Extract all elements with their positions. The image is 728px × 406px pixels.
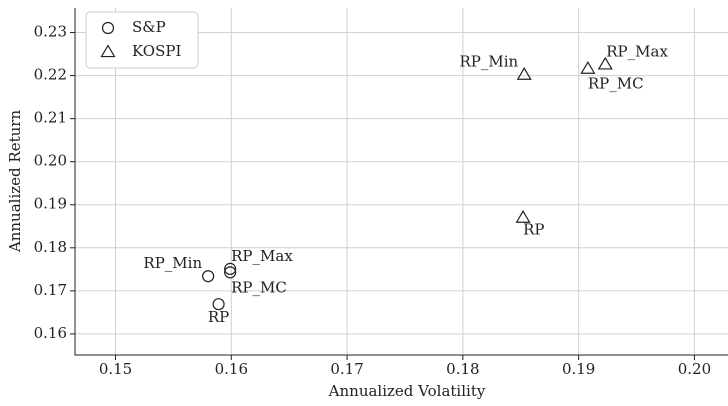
marker bbox=[202, 270, 215, 283]
x-axis-label: Annualized Volatility bbox=[328, 382, 486, 400]
legend-label: S&P bbox=[132, 18, 166, 36]
x-tick-label: 0.16 bbox=[215, 360, 248, 378]
y-tick-label: 0.17 bbox=[34, 281, 67, 299]
axis-frame bbox=[74, 8, 728, 356]
x-tick-label: 0.19 bbox=[562, 360, 595, 378]
point-label: RP_MC bbox=[231, 278, 287, 296]
y-tick-label: 0.23 bbox=[34, 23, 67, 41]
point-label: RP bbox=[208, 308, 229, 326]
marker bbox=[212, 298, 225, 311]
legend-label: KOSPI bbox=[132, 42, 181, 60]
legend-marker bbox=[100, 44, 116, 58]
point-label: RP bbox=[523, 221, 544, 239]
y-tick-label: 0.19 bbox=[34, 195, 67, 213]
legend-marker bbox=[101, 21, 115, 35]
y-tick-label: 0.16 bbox=[34, 324, 67, 342]
y-tick-label: 0.18 bbox=[34, 238, 67, 256]
x-tick-label: 0.15 bbox=[99, 360, 132, 378]
y-axis-label: Annualized Return bbox=[6, 110, 24, 254]
x-tick-label: 0.20 bbox=[678, 360, 711, 378]
point-label: RP_Max bbox=[231, 247, 293, 265]
legend-box bbox=[85, 11, 199, 69]
marker bbox=[580, 61, 596, 74]
y-tick-label: 0.22 bbox=[34, 66, 67, 84]
marker bbox=[516, 67, 532, 80]
x-tick-label: 0.18 bbox=[446, 360, 479, 378]
legend: S&P KOSPI bbox=[85, 11, 199, 69]
point-label: RP_Min bbox=[143, 254, 202, 272]
point-label: RP_Min bbox=[460, 53, 519, 71]
marker bbox=[597, 56, 613, 70]
y-tick-label: 0.21 bbox=[34, 109, 67, 127]
point-label: RP_Max bbox=[606, 42, 668, 60]
x-tick-label: 0.17 bbox=[330, 360, 363, 378]
marker bbox=[515, 209, 531, 223]
marker bbox=[224, 266, 237, 279]
y-tick-label: 0.20 bbox=[34, 152, 67, 170]
point-label: RP_MC bbox=[588, 75, 644, 93]
marker bbox=[224, 262, 237, 275]
